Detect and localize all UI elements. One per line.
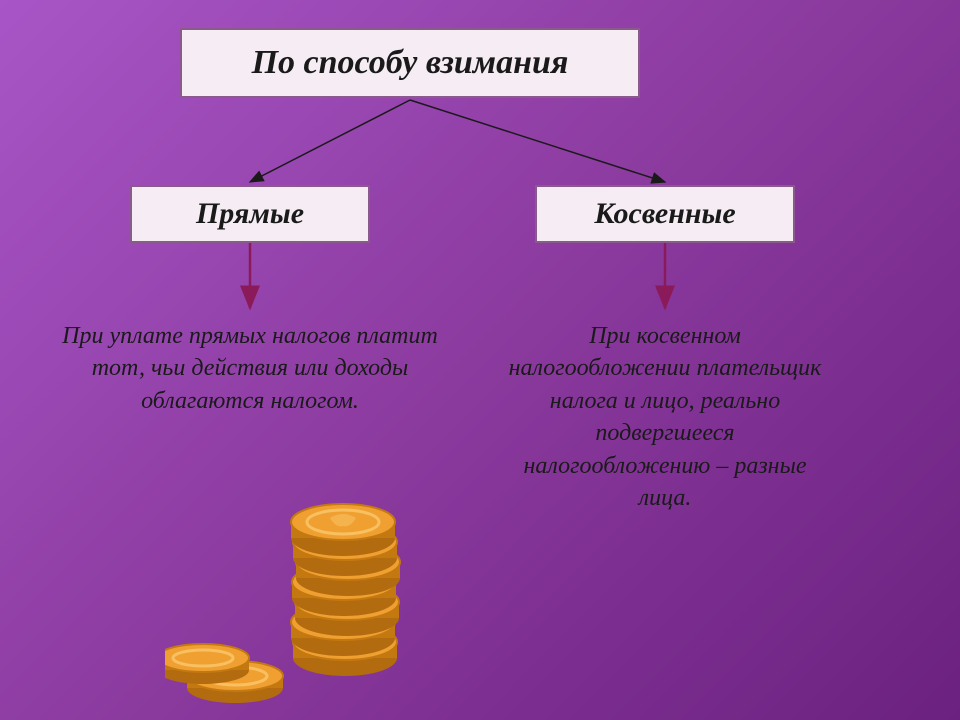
title-text: По способу взимания (252, 44, 569, 82)
connector-left (250, 100, 410, 182)
coins-illustration (165, 490, 465, 715)
branch-left-label: Прямые (196, 197, 304, 231)
loose-coin-2 (165, 644, 249, 684)
connector-right (410, 100, 665, 182)
coin-stack (291, 504, 400, 676)
title-box: По способу взимания (180, 28, 640, 98)
branch-left-box: Прямые (130, 185, 370, 243)
branch-right-description: При косвенном налогообложении плательщик… (500, 320, 830, 514)
branch-right-label: Косвенные (594, 197, 735, 231)
branch-left-description: При уплате прямых налогов платит тот, чь… (55, 320, 445, 417)
branch-right-box: Косвенные (535, 185, 795, 243)
